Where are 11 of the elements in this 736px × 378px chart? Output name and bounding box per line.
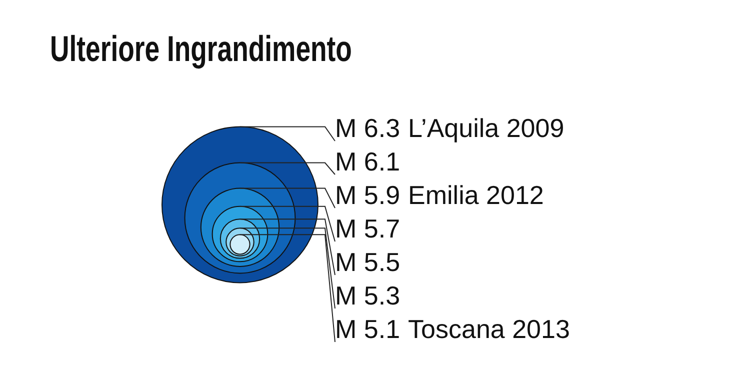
category-label: Toscana 2013 <box>408 314 570 344</box>
data-label: M 5.5 <box>335 247 400 278</box>
category-label: Emilia 2012 <box>408 180 544 210</box>
data-label: M 5.1 <box>335 314 400 344</box>
data-label: M 5.9 <box>335 180 400 210</box>
data-label: M 6.1 <box>335 146 400 177</box>
data-label: M 6.3 <box>335 113 400 144</box>
data-label: M 5.3 <box>335 280 400 311</box>
category-label: L’Aquila 2009 <box>408 113 564 144</box>
data-label: M 5.7 <box>335 214 400 244</box>
text: Ulteriore Ingrandimento <box>50 28 352 70</box>
